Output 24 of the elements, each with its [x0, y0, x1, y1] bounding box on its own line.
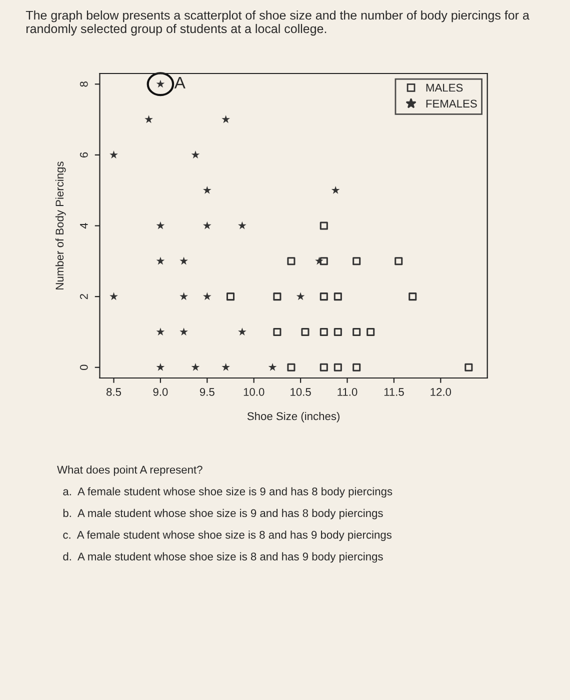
y-tick-label: 8	[80, 82, 88, 87]
x-tick-label: 10.0	[244, 388, 264, 396]
chart-title: The graph below presents a scatterplot of shoe size and the number of body piercings for a randomly selected group of students at a local college.	[26, 10, 530, 36]
x-tick-label: 9.5	[200, 388, 214, 396]
text: What does point A represent?	[57, 466, 202, 476]
x-tick-label: 9.0	[153, 388, 168, 396]
x-tick-label: 10.5	[290, 388, 311, 396]
y-tick-label: 0	[80, 364, 88, 370]
x-axis-title: Shoe Size (inches)	[247, 412, 340, 422]
text: d. A male student whose shoe size is 8 and has 9 body piercings	[63, 552, 383, 563]
y-tick-label: 4	[80, 222, 88, 229]
text: b. A male student whose shoe size is 9 and has 8 body piercings	[63, 508, 383, 520]
y-tick-label: 2	[80, 294, 88, 300]
x-tick-label: 12.0	[430, 388, 452, 396]
text: c. A female student whose shoe size is 8 and has 9 body piercings	[63, 530, 392, 541]
y-tick-label: 6	[80, 152, 88, 158]
x-tick-label: 11.0	[338, 388, 358, 396]
legend-label: MALES	[426, 84, 463, 92]
annotation: A	[174, 76, 186, 88]
y-axis-title: Number of Body Piercings	[55, 162, 66, 290]
x-tick-label: 8.5	[106, 388, 122, 396]
x-tick-label: 11.5	[384, 388, 404, 396]
text: a. A female student whose shoe size is 9 and has 8 body piercings	[63, 487, 392, 498]
legend-label: FEMALES	[426, 100, 477, 108]
